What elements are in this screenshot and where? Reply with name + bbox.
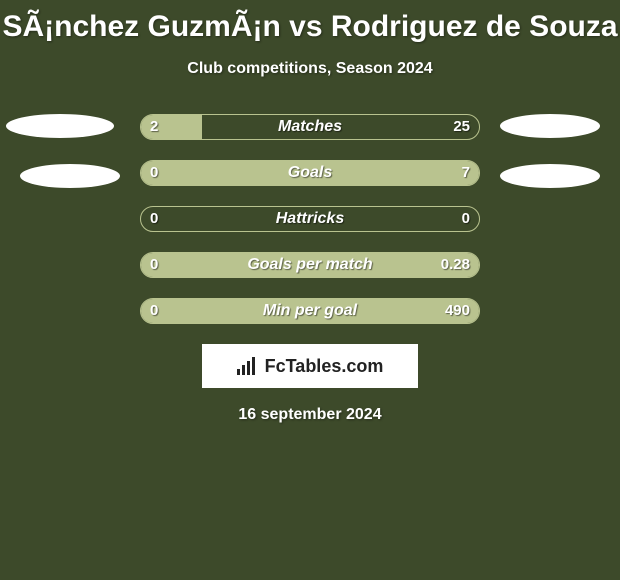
stat-label: Goals per match — [140, 252, 480, 278]
stat-row: 0490Min per goal — [0, 298, 620, 324]
bar-chart-icon — [237, 357, 259, 375]
stat-label: Min per goal — [140, 298, 480, 324]
page-title: SÃ¡nchez GuzmÃ¡n vs Rodriguez de Souza — [0, 0, 620, 44]
stat-row: 00Hattricks — [0, 206, 620, 232]
stat-label: Goals — [140, 160, 480, 186]
stat-label: Matches — [140, 114, 480, 140]
stat-label: Hattricks — [140, 206, 480, 232]
stat-row: 00.28Goals per match — [0, 252, 620, 278]
stat-row: 225Matches — [0, 114, 620, 140]
stats-area: 225Matches 07Goals 00Hattricks 00.28Goals p… — [0, 114, 620, 324]
stat-row: 07Goals — [0, 160, 620, 186]
date-text: 16 september 2024 — [0, 406, 620, 424]
branding-text: FcTables.com — [265, 356, 384, 377]
subtitle: Club competitions, Season 2024 — [0, 60, 620, 78]
branding-box: FcTables.com — [202, 344, 418, 388]
